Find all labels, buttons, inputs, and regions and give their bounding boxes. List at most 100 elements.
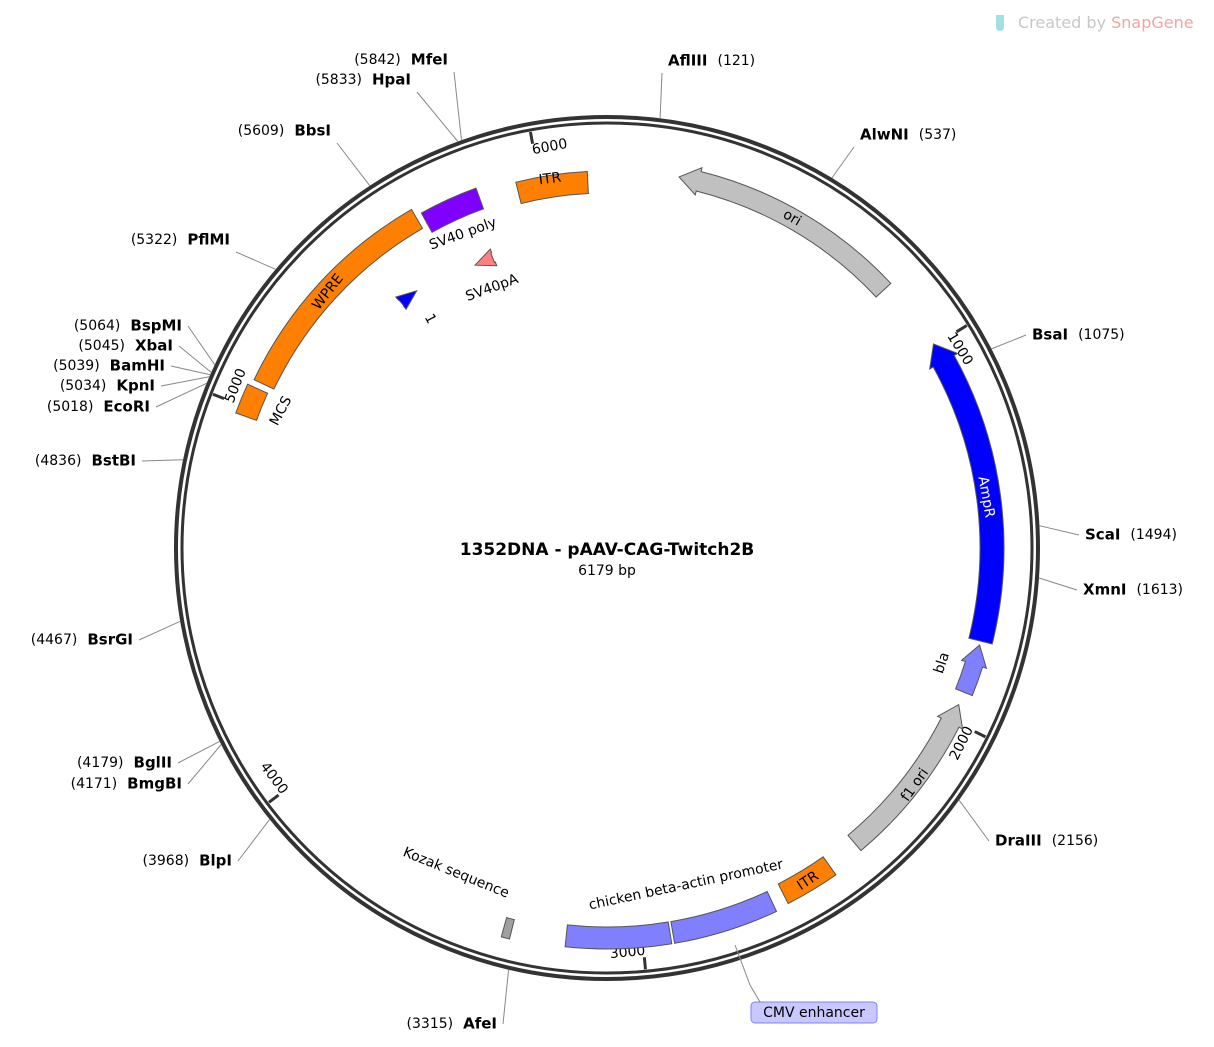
site-position: (5034)	[60, 378, 107, 394]
site-name: BsaI	[1032, 326, 1068, 344]
site-leader	[659, 72, 663, 119]
tick-mark	[528, 131, 535, 145]
tick-mark	[955, 324, 968, 334]
site-name: KpnI	[116, 377, 155, 395]
feature-8	[777, 856, 837, 905]
site-position: (4836)	[35, 453, 82, 469]
tick-label: 4000	[257, 759, 291, 797]
site-leader	[141, 459, 184, 462]
site-name: BamHI	[110, 357, 165, 375]
feature-label: ori	[780, 207, 804, 230]
site-name: BmgBI	[127, 775, 182, 793]
site-leader	[187, 744, 222, 785]
tick-mark	[974, 730, 987, 739]
site-leader	[138, 620, 181, 641]
feature-label: SV40pA	[464, 271, 521, 305]
feature-11	[500, 916, 515, 940]
site-name: PflMI	[187, 231, 230, 249]
site-leader	[336, 142, 371, 187]
site-name: BstBI	[91, 452, 136, 470]
feature-13	[253, 208, 424, 390]
site-position: (1075)	[1078, 327, 1125, 343]
site-position: (5039)	[53, 358, 100, 374]
site-leader	[160, 376, 210, 387]
site-name: AlwNI	[860, 126, 909, 144]
tick-mark	[212, 392, 225, 401]
site-leader	[991, 334, 1027, 350]
feature-7	[847, 703, 964, 852]
feature-label: ITR	[538, 170, 562, 189]
site-position: (5842)	[354, 52, 401, 68]
site-position: (5322)	[131, 232, 178, 248]
feature-5	[929, 343, 1005, 645]
site-leader	[502, 969, 510, 1025]
site-leader	[1038, 577, 1078, 591]
feature-1	[420, 187, 485, 233]
site-position: (3315)	[407, 1016, 454, 1032]
site-position: (2156)	[1052, 833, 1099, 849]
site-leader	[416, 91, 459, 142]
site-leader	[177, 740, 220, 764]
site-position: (1494)	[1130, 527, 1177, 543]
site-leader	[453, 71, 462, 141]
feature-label: 1	[421, 311, 439, 326]
site-name: MfeI	[411, 51, 448, 69]
site-position: (4179)	[77, 755, 124, 771]
site-leader	[155, 382, 207, 408]
site-leader	[237, 819, 270, 862]
site-name: HpaI	[372, 71, 411, 89]
watermark-icon	[996, 15, 1004, 31]
site-name: BbsI	[294, 122, 331, 140]
site-leader	[235, 251, 276, 270]
watermark: Created by SnapGene	[996, 13, 1194, 32]
site-position: (4171)	[71, 776, 118, 792]
feature-6	[954, 644, 988, 697]
site-position: (4467)	[31, 632, 78, 648]
feature-4	[678, 166, 892, 298]
site-name: EcoRI	[103, 398, 150, 416]
backbone-outer	[174, 115, 1040, 981]
site-name: BspMI	[130, 317, 182, 335]
map-length: 6179 bp	[578, 563, 636, 579]
site-position: (5064)	[74, 318, 121, 334]
cmv-leader	[734, 944, 761, 1003]
site-leader	[187, 325, 216, 365]
feature-2	[473, 248, 498, 267]
site-name: XmnI	[1083, 581, 1126, 599]
site-position: (537)	[919, 127, 957, 143]
site-position: (5609)	[238, 123, 285, 139]
feature-0	[515, 170, 589, 205]
site-position: (5833)	[315, 72, 362, 88]
feature-label: AmpR	[974, 475, 997, 519]
feature-label: bla	[931, 650, 953, 675]
site-name: BsrGI	[87, 631, 133, 649]
site-name: DraIII	[995, 832, 1042, 850]
site-name: BglII	[134, 754, 172, 772]
watermark-text: Created by SnapGene	[1018, 13, 1194, 32]
cmv-label-box	[750, 1001, 878, 1024]
map-title: 1352DNA - pAAV-CAG-Twitch2B	[460, 540, 755, 560]
backbone-inner	[180, 121, 1034, 975]
tick-mark	[268, 793, 280, 804]
feature-9	[670, 890, 778, 944]
site-name: AfeI	[463, 1015, 497, 1033]
feature-label: CMV enhancer	[763, 1005, 865, 1021]
site-name: AflIII	[668, 52, 707, 70]
site-name: BlpI	[199, 852, 232, 870]
feature-label: MCS	[267, 394, 296, 429]
tick-mark	[642, 957, 647, 970]
site-position: (5045)	[78, 338, 125, 354]
feature-10	[564, 921, 673, 950]
site-leader	[958, 799, 990, 842]
site-leader	[170, 365, 211, 376]
feature-12	[235, 383, 269, 422]
site-leader	[831, 146, 855, 179]
feature-3	[394, 289, 418, 311]
tick-label: 6000	[531, 136, 569, 158]
site-position: (121)	[717, 53, 755, 69]
site-position: (1613)	[1136, 582, 1183, 598]
site-leader	[1039, 525, 1080, 536]
site-name: ScaI	[1085, 526, 1120, 544]
feature-label: Kozak sequence	[401, 844, 512, 901]
